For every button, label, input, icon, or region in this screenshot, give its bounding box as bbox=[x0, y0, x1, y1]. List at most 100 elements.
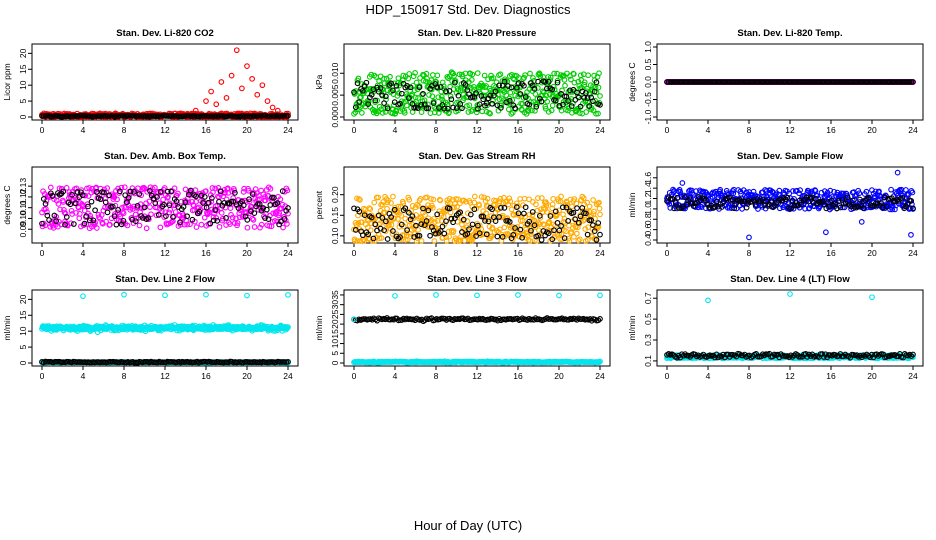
data-point bbox=[888, 186, 894, 193]
data-point bbox=[581, 81, 588, 88]
data-point bbox=[394, 92, 401, 99]
y-tick-label: 1.0 bbox=[643, 203, 653, 215]
data-point bbox=[515, 210, 522, 217]
data-point bbox=[131, 189, 137, 195]
x-tick-label: 20 bbox=[242, 125, 252, 135]
data-point bbox=[453, 196, 459, 202]
data-point bbox=[561, 77, 568, 83]
data-point bbox=[92, 207, 98, 214]
data-point bbox=[583, 109, 590, 115]
data-point bbox=[117, 188, 123, 195]
data-point bbox=[124, 199, 130, 206]
x-tick-label: 4 bbox=[393, 125, 398, 135]
data-point bbox=[230, 198, 236, 205]
data-point bbox=[533, 103, 540, 110]
data-point bbox=[53, 218, 60, 224]
data-point bbox=[554, 79, 561, 86]
data-point bbox=[576, 236, 583, 243]
data-point bbox=[526, 101, 533, 108]
data-point bbox=[579, 193, 586, 200]
data-point bbox=[559, 101, 566, 108]
data-point bbox=[136, 222, 143, 229]
data-point bbox=[425, 207, 432, 214]
data-point bbox=[711, 203, 718, 210]
data-point bbox=[390, 193, 396, 200]
x-tick-label: 24 bbox=[595, 371, 605, 381]
data-point bbox=[671, 205, 677, 212]
data-point bbox=[460, 216, 467, 223]
data-point bbox=[593, 79, 600, 86]
data-point bbox=[439, 223, 446, 230]
data-point bbox=[469, 106, 476, 113]
data-point bbox=[40, 196, 47, 202]
data-point bbox=[102, 199, 109, 206]
data-point bbox=[425, 105, 432, 111]
data-point bbox=[535, 232, 541, 239]
data-point bbox=[812, 195, 819, 202]
data-point bbox=[584, 95, 591, 101]
data-point bbox=[418, 238, 425, 244]
data-point bbox=[210, 214, 217, 220]
data-point bbox=[788, 205, 794, 212]
data-point bbox=[489, 100, 495, 107]
data-point bbox=[246, 196, 252, 203]
data-point bbox=[468, 77, 475, 83]
x-tick-label: 8 bbox=[122, 125, 127, 135]
data-point bbox=[258, 221, 265, 228]
data-point bbox=[398, 90, 405, 97]
data-point bbox=[266, 223, 273, 229]
data-point bbox=[543, 200, 550, 207]
data-point bbox=[146, 198, 153, 205]
data-point bbox=[144, 188, 151, 195]
data-point bbox=[61, 209, 68, 216]
data-point bbox=[448, 69, 455, 75]
data-point bbox=[420, 90, 426, 97]
y-tick-label: 0.4 bbox=[643, 234, 653, 246]
data-point bbox=[755, 206, 761, 212]
data-point bbox=[506, 95, 513, 102]
data-point bbox=[51, 212, 58, 219]
data-point bbox=[446, 233, 452, 240]
data-point bbox=[285, 358, 291, 365]
data-point bbox=[860, 205, 867, 211]
data-point bbox=[383, 196, 390, 202]
data-point bbox=[497, 71, 504, 78]
data-point bbox=[451, 72, 457, 79]
data-points bbox=[351, 292, 603, 366]
data-point bbox=[507, 198, 514, 205]
data-point bbox=[391, 206, 398, 213]
x-tick-label: 20 bbox=[554, 371, 564, 381]
data-point bbox=[368, 71, 375, 78]
data-point bbox=[270, 195, 277, 201]
x-tick-label: 20 bbox=[867, 125, 877, 135]
data-point bbox=[187, 221, 193, 228]
data-point bbox=[228, 72, 235, 79]
data-point bbox=[480, 96, 487, 103]
data-point bbox=[86, 217, 93, 224]
data-point bbox=[473, 109, 480, 116]
data-point bbox=[97, 196, 104, 202]
data-point bbox=[750, 197, 757, 204]
data-point bbox=[492, 218, 499, 224]
data-point bbox=[549, 86, 556, 93]
data-point bbox=[272, 218, 278, 224]
data-point bbox=[681, 194, 688, 201]
data-point bbox=[544, 85, 550, 92]
data-point bbox=[356, 99, 363, 105]
data-point bbox=[174, 201, 181, 208]
data-point bbox=[201, 214, 208, 221]
y-tick-label: 10 bbox=[18, 80, 28, 90]
data-point bbox=[231, 187, 238, 194]
data-point bbox=[175, 190, 181, 197]
data-point bbox=[584, 199, 591, 206]
x-tick-label: 16 bbox=[513, 125, 523, 135]
data-point bbox=[85, 193, 92, 199]
y-tick-label: 1.4 bbox=[643, 182, 653, 194]
data-point bbox=[257, 224, 263, 231]
data-point bbox=[586, 103, 593, 109]
x-tick-label: 0 bbox=[352, 125, 357, 135]
data-point bbox=[595, 224, 602, 230]
data-point bbox=[281, 216, 288, 222]
data-point bbox=[437, 197, 444, 204]
data-point bbox=[177, 221, 184, 228]
